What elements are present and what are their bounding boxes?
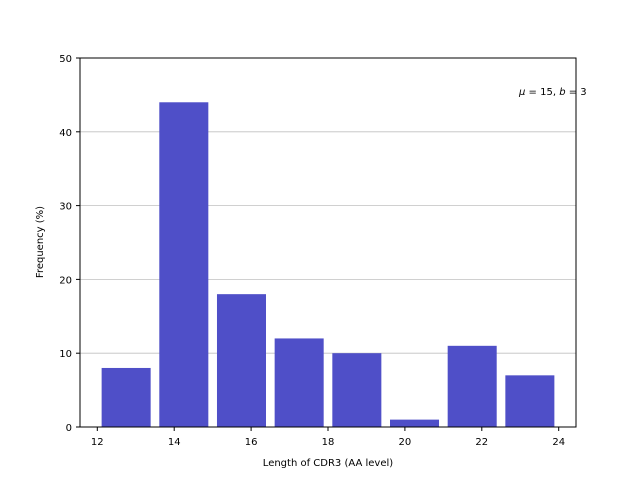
bar	[332, 353, 382, 427]
mu-symbol: μ	[518, 87, 525, 98]
b-value: = 3	[566, 87, 587, 98]
x-tick-label: 20	[399, 437, 412, 448]
x-axis-ticks: 12 14 16 18 20 22 24	[91, 427, 565, 448]
bars	[101, 102, 555, 427]
bar	[101, 367, 151, 427]
x-tick-label: 18	[322, 437, 335, 448]
y-tick-label: 50	[59, 54, 72, 65]
y-tick-label: 40	[59, 128, 72, 139]
y-tick-label: 30	[59, 202, 72, 213]
y-axis-label: Frequency (%)	[35, 206, 46, 278]
y-tick-label: 20	[59, 275, 72, 286]
bar	[390, 419, 440, 427]
bar	[447, 345, 497, 427]
x-tick-label: 12	[91, 437, 104, 448]
y-tick-label: 0	[66, 423, 72, 434]
mu-value: = 15,	[525, 87, 559, 98]
bar	[159, 102, 209, 427]
x-tick-label: 22	[475, 437, 488, 448]
gridlines	[80, 131, 576, 354]
y-tick-label: 10	[59, 349, 72, 360]
plot-frame	[79, 57, 577, 428]
bar	[274, 338, 324, 427]
x-tick-label: 24	[552, 437, 565, 448]
bar	[505, 375, 555, 427]
x-tick-label: 16	[245, 437, 258, 448]
x-tick-label: 14	[168, 437, 181, 448]
b-symbol: b	[559, 87, 565, 98]
parameter-annotation: μ = 15, b = 3	[518, 87, 587, 98]
bar	[216, 294, 266, 427]
x-axis-label: Length of CDR3 (AA level)	[263, 458, 393, 469]
y-axis-ticks: 0 10 20 30 40 50	[59, 54, 80, 434]
